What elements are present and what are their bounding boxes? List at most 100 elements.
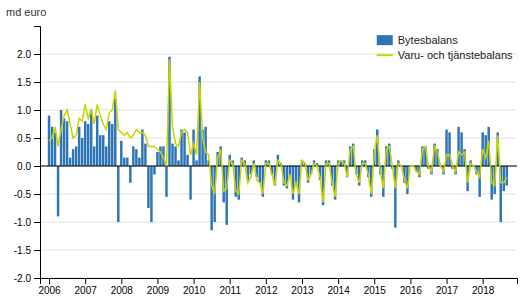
x-tick: 2015 (364, 278, 387, 296)
x-tick-mark (338, 278, 339, 284)
y-tick-mark (34, 82, 40, 83)
x-tick-mark (157, 278, 158, 284)
y-tick-label: -0.5 (14, 189, 32, 200)
x-tick-label: 2018 (472, 285, 495, 296)
x-tick-label: 2009 (147, 285, 170, 296)
bar (87, 124, 89, 166)
bar (126, 158, 128, 166)
chart: -2.0-1.5-1.0-0.50.00.51.01.52.0200620072… (0, 0, 529, 302)
x-tick: 2011 (219, 278, 241, 296)
x-tick-label: 2011 (219, 285, 241, 296)
y-tick-mark (34, 222, 40, 223)
bar (129, 166, 131, 183)
x-tick-label: 2016 (400, 285, 423, 296)
y-tick: 1.5 (17, 77, 40, 88)
bar (75, 146, 77, 166)
bar (120, 141, 122, 166)
y-tick: 0.5 (17, 133, 40, 144)
bar (189, 166, 191, 200)
y-tick: 1.0 (17, 105, 40, 116)
legend-item: Bytesbalans (377, 34, 458, 46)
bar (141, 130, 143, 166)
y-tick-label: -1.0 (14, 217, 32, 228)
y-tick-mark (34, 110, 40, 111)
bar (84, 121, 86, 166)
x-tick-label: 2010 (183, 285, 206, 296)
x-tick: 2013 (291, 278, 314, 296)
y-tick-mark (34, 166, 40, 167)
line (49, 60, 507, 203)
y-tick: -1.5 (14, 245, 40, 256)
bar (111, 124, 113, 166)
x-tick: 2008 (111, 278, 134, 296)
bar (259, 166, 261, 183)
bar (99, 135, 101, 166)
y-tick-mark (34, 54, 40, 55)
bar (183, 132, 185, 166)
y-tick-label: 2.0 (17, 49, 31, 60)
y-tick-label: 0.5 (17, 133, 31, 144)
x-tick-mark (49, 278, 50, 284)
bar (66, 121, 68, 166)
bar (54, 132, 56, 166)
zero-line (40, 165, 517, 166)
y-tick-label: -2.0 (14, 273, 32, 284)
grid-line (40, 82, 517, 83)
bar (195, 160, 197, 166)
y-label: md euro (6, 6, 46, 18)
y-tick: -1.0 (14, 217, 40, 228)
bar (90, 110, 92, 166)
bar (177, 160, 179, 166)
bar (144, 144, 146, 166)
x-tick-label: 2008 (111, 285, 134, 296)
bar (81, 138, 83, 166)
grid-line (40, 194, 517, 195)
bar (506, 166, 508, 186)
x-tick: 2007 (75, 278, 98, 296)
x-tick: 2017 (436, 278, 459, 296)
bar (72, 149, 74, 166)
x-tick-mark (302, 278, 303, 284)
x-tick-label: 2017 (436, 285, 459, 296)
y-tick-mark (34, 278, 40, 279)
plot-area (40, 57, 517, 231)
bar-series (48, 57, 508, 231)
x-tick: 2012 (255, 278, 278, 296)
x-tick-label: 2014 (328, 285, 351, 296)
bar (102, 135, 104, 166)
bar (96, 116, 98, 166)
bar (292, 166, 294, 200)
x-axis: 2006 2007 2008 2009 2010 2011 2012 2013 2014 2015… (38, 278, 517, 296)
bar (78, 127, 80, 166)
legend-item: Varu- och tjänstebalans (377, 49, 513, 61)
bar (186, 155, 188, 166)
bar (63, 118, 65, 166)
y-tick: 0.0 (17, 161, 40, 172)
x-tick: 2006 (38, 278, 61, 296)
x-tick-mark (410, 278, 411, 284)
bar (503, 166, 505, 191)
bar (156, 152, 158, 166)
bar (138, 158, 140, 166)
bar (132, 146, 134, 166)
grid-line (40, 222, 517, 223)
grid-line (40, 250, 517, 251)
bar (150, 166, 152, 222)
bar (448, 132, 450, 166)
y-axis-line (34, 27, 41, 279)
legend: Bytesbalans Varu- och tjänstebalans (377, 34, 513, 61)
bar (174, 146, 176, 166)
bar (159, 146, 161, 166)
y-tick: -2.0 (14, 273, 40, 284)
x-tick-mark (447, 278, 448, 284)
x-tick-mark (85, 278, 86, 284)
x-tick-label: 2012 (255, 285, 278, 296)
legend-label: Varu- och tjänstebalans (398, 49, 513, 61)
bar (147, 166, 149, 208)
x-tick-label: 2007 (75, 285, 98, 296)
bar (93, 146, 95, 166)
legend-label: Bytesbalans (398, 34, 458, 46)
x-tick: 2018 (472, 278, 495, 296)
x-axis-line (41, 279, 518, 285)
y-tick-mark (34, 138, 40, 139)
